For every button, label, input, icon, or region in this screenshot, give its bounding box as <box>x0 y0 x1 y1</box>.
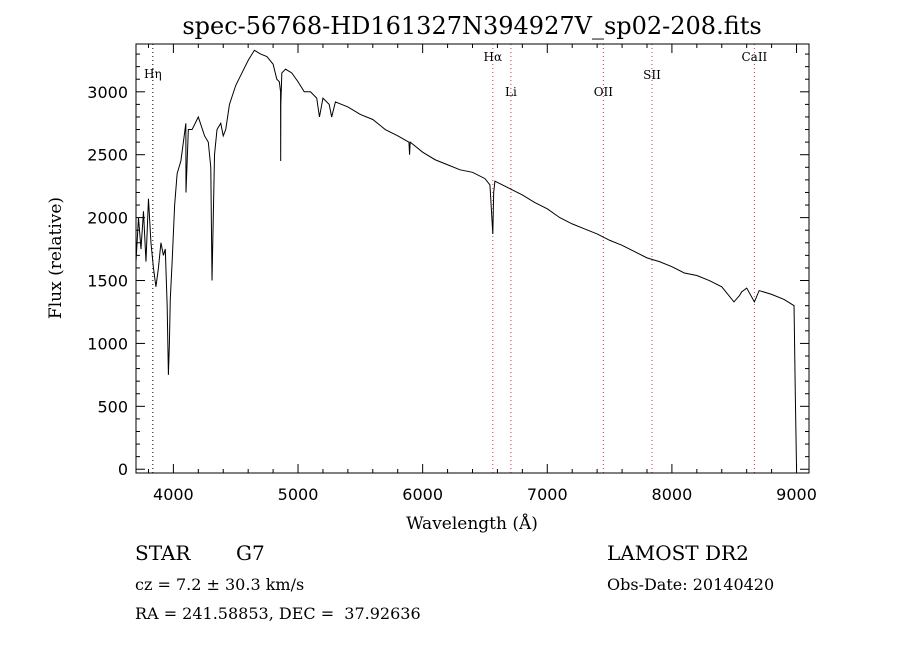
y-axis-label: Flux (relative) <box>46 197 66 319</box>
x-axis-label: Wavelength (Å) <box>406 513 538 534</box>
y-tick-label: 2000 <box>87 209 128 228</box>
spectrum-series-line <box>135 49 798 470</box>
y-axis: 0 500 1000 1500 2000 2500 3000 <box>87 53 809 479</box>
x-tick-label: 9000 <box>776 485 817 504</box>
object-class: STAR <box>135 541 191 565</box>
y-tick-label: 0 <box>118 460 128 479</box>
chart-title: spec-56768-HD161327N394927V_sp02-208.fit… <box>182 12 761 40</box>
spectral-line-markers: Hη Hα Li OII SII CaII <box>144 44 768 473</box>
spectral-line-label: OII <box>594 85 614 99</box>
x-tick-label: 7000 <box>527 485 568 504</box>
x-tick-label: 5000 <box>278 485 319 504</box>
spectral-line-label: SII <box>643 68 661 82</box>
plot-frame <box>135 43 810 474</box>
survey-name: LAMOST DR2 <box>607 541 749 565</box>
y-tick-label: 1000 <box>87 334 128 353</box>
redshift-text: cz = 7.2 ± 30.3 km/s <box>135 575 305 594</box>
y-tick-label: 3000 <box>87 83 128 102</box>
spectral-line-label: Hη <box>144 67 162 81</box>
x-tick-label: 8000 <box>652 485 693 504</box>
x-axis: 4000 5000 6000 7000 8000 9000 <box>147 44 817 504</box>
y-tick-label: 1500 <box>87 272 128 291</box>
spectral-line-label: Hα <box>484 50 503 64</box>
x-tick-label: 6000 <box>402 485 443 504</box>
x-tick-label: 4000 <box>153 485 194 504</box>
y-tick-label: 2500 <box>87 146 128 165</box>
obs-date-text: Obs-Date: 20140420 <box>607 575 775 594</box>
y-tick-label: 500 <box>97 397 128 416</box>
object-subclass: G7 <box>236 541 265 565</box>
coordinates-text: RA = 241.58853, DEC = 37.92636 <box>135 604 421 623</box>
spectral-line-label: Li <box>505 85 517 99</box>
spectral-line-label: CaII <box>741 50 767 64</box>
